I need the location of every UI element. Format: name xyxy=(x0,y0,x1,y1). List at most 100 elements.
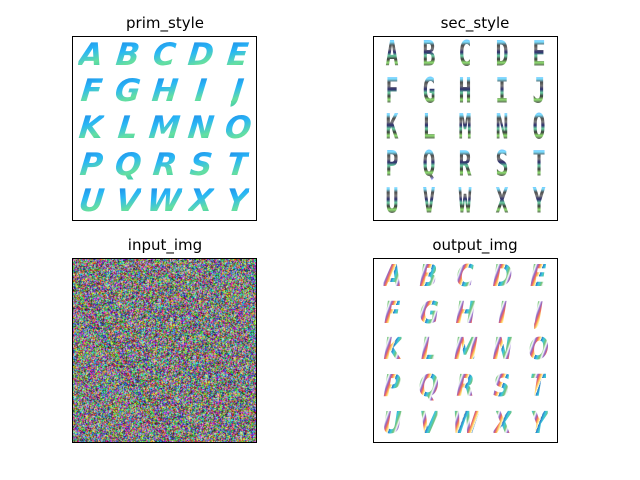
output-img-letter-d: D xyxy=(492,259,513,295)
output-img-letter-o: O xyxy=(528,332,549,368)
sec-style-cell: A xyxy=(374,37,411,74)
output-img-letter-y: Y xyxy=(529,405,548,441)
prim-style-cell: I xyxy=(183,73,220,111)
prim-style-letter-v: V xyxy=(114,183,142,220)
sec-style-letter-w: W xyxy=(458,180,472,221)
input-img-noise xyxy=(73,259,256,442)
output-img-cell: D xyxy=(484,259,521,296)
sec-style-letter-o: O xyxy=(532,107,546,149)
sec-style-cell: U xyxy=(374,183,411,220)
sec-style-letter-h: H xyxy=(458,71,472,112)
sec-style-title: sec_style xyxy=(440,14,510,32)
sec-style-cell: R xyxy=(447,147,484,184)
prim-style-cell: L xyxy=(110,110,147,147)
output-img-letter-i: I xyxy=(497,295,507,331)
prim-style-cell: F xyxy=(73,73,110,111)
sec-style-letter-p: P xyxy=(385,144,399,185)
prim-style-cell: B xyxy=(110,37,147,74)
sec-style-cell: B xyxy=(411,37,448,74)
sec-style-cell: H xyxy=(447,74,484,111)
sec-style-letter-a: A xyxy=(385,36,399,75)
output-img-cell: F xyxy=(374,296,411,333)
sec-style-cell: D xyxy=(484,37,521,74)
output-img-letter-k: K xyxy=(382,332,402,368)
prim-style-letter-c: C xyxy=(151,36,178,73)
sec-style-cell: L xyxy=(411,110,448,147)
output-img-letter-w: W xyxy=(452,405,479,441)
input-img-image xyxy=(72,258,257,443)
sec-style-cell: K xyxy=(374,110,411,147)
prim-style-letter-j: J xyxy=(230,73,246,110)
prim-style-letter-k: K xyxy=(77,109,106,146)
prim-style-letter-d: D xyxy=(186,36,216,73)
output-img-cell: W xyxy=(447,405,484,442)
output-img-cell: J xyxy=(520,296,557,333)
prim-style-cell: H xyxy=(146,73,183,111)
output-img-cell: R xyxy=(447,369,484,406)
sec-style-cell: X xyxy=(484,183,521,220)
prim-style-cell: E xyxy=(219,37,256,74)
prim-style-letter-y: Y xyxy=(224,183,251,220)
sec-style-letter-l: L xyxy=(422,107,436,149)
output-img-cell: P xyxy=(374,369,411,406)
prim-style-cell: Y xyxy=(219,183,256,220)
output-img-cell: H xyxy=(447,296,484,333)
sec-style-letter-t: T xyxy=(532,144,546,185)
output-img-cell: G xyxy=(411,296,448,333)
output-img-letter-b: B xyxy=(419,259,439,295)
output-img-cell: O xyxy=(520,332,557,369)
sec-style-letter-u: U xyxy=(385,180,399,221)
sec-style-letter-q: Q xyxy=(422,144,436,185)
output-img-letter-v: V xyxy=(419,405,439,441)
sec-style-cell: O xyxy=(520,110,557,147)
sec-style-cell: F xyxy=(374,74,411,111)
sec-style-letter-k: K xyxy=(385,107,399,149)
prim-style-letter-g: G xyxy=(113,73,143,110)
input-img-title: input_img xyxy=(127,236,203,254)
sec-style-letter-y: Y xyxy=(532,180,546,221)
prim-style-letter-r: R xyxy=(150,146,179,183)
sec-style-letter-d: D xyxy=(495,36,509,75)
prim-style-cell: V xyxy=(110,183,147,220)
sec-style-letter-e: E xyxy=(532,36,546,75)
output-img-letter-q: Q xyxy=(418,369,440,405)
output-img-letter-c: C xyxy=(456,259,475,295)
prim-style-letter-x: X xyxy=(187,183,215,220)
output-img-letter-x: X xyxy=(492,405,512,441)
prim-style-cell: D xyxy=(183,37,220,74)
sec-style-letter-x: X xyxy=(495,180,509,221)
output-img-letter-h: H xyxy=(455,295,476,331)
output-img-cell: T xyxy=(520,369,557,406)
prim-style-letter-o: O xyxy=(222,109,253,146)
sec-style-cell: P xyxy=(374,147,411,184)
prim-style-letter-s: S xyxy=(188,146,215,183)
sec-style-cell: V xyxy=(411,183,448,220)
prim-style-letter-a: A xyxy=(77,36,106,73)
output-img-cell: N xyxy=(484,332,521,369)
sec-style-letter-j: J xyxy=(532,71,546,112)
output-img-cell: V xyxy=(411,405,448,442)
prim-style-letter-q: Q xyxy=(112,146,144,183)
prim-style-cell: N xyxy=(183,110,220,147)
output-img-letter-p: P xyxy=(383,369,402,405)
output-img-letter-r: R xyxy=(456,369,475,405)
output-img-letter-u: U xyxy=(382,405,403,441)
output-img-cell: B xyxy=(411,259,448,296)
prim-style-letter-m: M xyxy=(147,109,182,146)
sec-style-cell: Q xyxy=(411,147,448,184)
sec-style-cell: C xyxy=(447,37,484,74)
output-img-cell: U xyxy=(374,405,411,442)
sec-style-cell: S xyxy=(484,147,521,184)
output-img-letter-n: N xyxy=(492,332,513,368)
prim-style-cell: R xyxy=(146,147,183,184)
sec-style-cell: I xyxy=(484,74,521,111)
sec-style-letter-b: B xyxy=(422,36,436,75)
